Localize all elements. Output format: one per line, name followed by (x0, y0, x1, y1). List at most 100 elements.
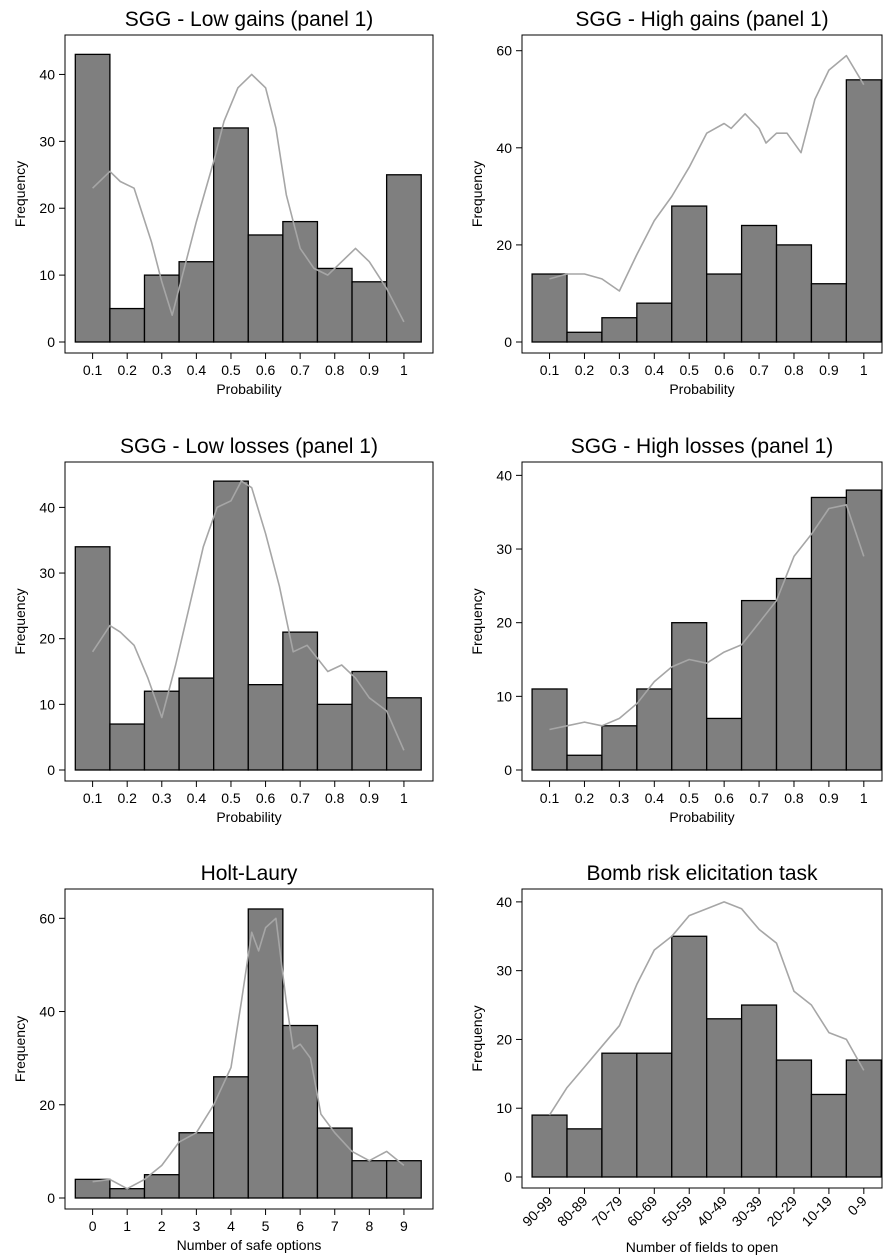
bar (74, 53, 111, 343)
bar (601, 725, 638, 771)
bar (316, 1127, 353, 1199)
bar (316, 267, 353, 343)
x-tick-label: 0.3 (610, 362, 630, 378)
density-curve (92, 73, 405, 323)
bar (351, 1160, 388, 1199)
bar (109, 307, 146, 343)
x-tick-label: 1 (123, 1218, 131, 1234)
x-tick-label: 0.4 (187, 790, 207, 806)
y-tick-label: 20 (496, 1031, 512, 1047)
bar (213, 1076, 249, 1199)
x-tick-label: 0.5 (221, 362, 241, 378)
y-tick-label: 40 (496, 140, 512, 156)
chart-title: Holt-Laury (201, 862, 298, 885)
chart-6: Bomb risk elicitation task 0 10 20 30 40 Frequ… (469, 862, 883, 1255)
y-axis-label: Frequency (469, 588, 485, 654)
y-tick-label: 40 (39, 499, 55, 515)
chart-title: SGG - High losses (panel 1) (571, 435, 834, 458)
y-tick-label: 30 (39, 133, 55, 149)
bar (810, 283, 848, 343)
x-tick-label: 20-29 (763, 1193, 800, 1230)
y-tick-label: 0 (47, 1190, 55, 1206)
bar (775, 577, 813, 771)
plot-frame (64, 461, 434, 782)
x-tick-label: 70-79 (589, 1193, 626, 1230)
bar (706, 717, 743, 771)
y-tick-label: 40 (496, 894, 512, 910)
x-axis-label: Probability (216, 381, 281, 397)
bar (636, 688, 673, 771)
x-tick-label: 7 (331, 1218, 339, 1234)
bar (247, 684, 284, 771)
bar (143, 690, 180, 771)
bar (531, 273, 568, 343)
bar (845, 1059, 882, 1178)
x-tick-label: 0.5 (679, 362, 699, 378)
bar (706, 273, 743, 343)
x-tick-label: 0.9 (360, 790, 380, 806)
x-tick-label: 0.7 (290, 362, 310, 378)
y-tick-label: 0 (47, 334, 55, 350)
x-tick-label: 0.7 (749, 362, 769, 378)
plot-frame (521, 888, 883, 1189)
bar (282, 631, 319, 771)
y-tick-label: 10 (39, 696, 55, 712)
bar (74, 1178, 111, 1199)
x-tick-label: 0.1 (83, 362, 103, 378)
bar (601, 1052, 638, 1178)
x-tick-label: 0.9 (819, 362, 839, 378)
x-tick-label: 0.2 (575, 362, 595, 378)
x-tick-label: 4 (227, 1218, 235, 1234)
y-tick-label: 0 (504, 1169, 512, 1185)
y-tick-label: 10 (496, 688, 512, 704)
x-tick-label: 90-99 (519, 1193, 556, 1230)
x-tick-label: 0 (89, 1218, 97, 1234)
y-tick-label: 10 (496, 1100, 512, 1116)
bar (775, 1059, 813, 1178)
x-axis-label: Number of fields to open (626, 1239, 779, 1255)
bar (178, 1132, 215, 1199)
plot-frame (521, 461, 883, 782)
chart-2: SGG - High gains (panel 1) 0 20 40 60 Frequen… (469, 8, 883, 397)
density-curve (91, 480, 405, 751)
x-tick-label: 80-89 (554, 1193, 591, 1230)
y-tick-label: 10 (39, 267, 55, 283)
x-tick-label: 1 (400, 362, 408, 378)
x-tick-label: 0.1 (540, 362, 560, 378)
y-axis-label: Frequency (12, 161, 28, 227)
bar (636, 1052, 673, 1178)
x-tick-label: 0.2 (117, 790, 137, 806)
density-curve (549, 503, 865, 731)
plot-frame (64, 888, 434, 1210)
x-tick-label: 0.1 (83, 790, 103, 806)
bar (178, 677, 215, 771)
x-tick-label: 0.8 (784, 790, 804, 806)
x-tick-label: 0.6 (256, 362, 276, 378)
chart-title: SGG - Low gains (panel 1) (125, 8, 374, 31)
y-tick-label: 60 (496, 43, 512, 59)
bar (74, 546, 111, 771)
y-tick-label: 20 (39, 1097, 55, 1113)
y-tick-label: 30 (496, 541, 512, 557)
bar (213, 480, 249, 771)
y-tick-label: 20 (496, 237, 512, 253)
chart-title: SGG - High gains (panel 1) (575, 8, 828, 31)
chart-title: SGG - Low losses (panel 1) (120, 435, 378, 458)
y-tick-label: 40 (39, 1004, 55, 1020)
bar (566, 331, 603, 343)
y-tick-label: 20 (496, 615, 512, 631)
bar (671, 622, 708, 771)
x-tick-label: 0.2 (575, 790, 595, 806)
bar (109, 1188, 146, 1199)
x-tick-label: 0.5 (221, 790, 241, 806)
x-axis-label: Probability (216, 809, 281, 825)
x-tick-label: 1 (400, 790, 408, 806)
y-axis-label: Frequency (12, 1016, 28, 1082)
bar (566, 754, 603, 771)
y-tick-label: 30 (496, 963, 512, 979)
x-tick-label: 40-49 (694, 1193, 731, 1230)
bar (385, 1160, 422, 1199)
y-tick-label: 0 (504, 762, 512, 778)
x-tick-label: 0.6 (256, 790, 276, 806)
